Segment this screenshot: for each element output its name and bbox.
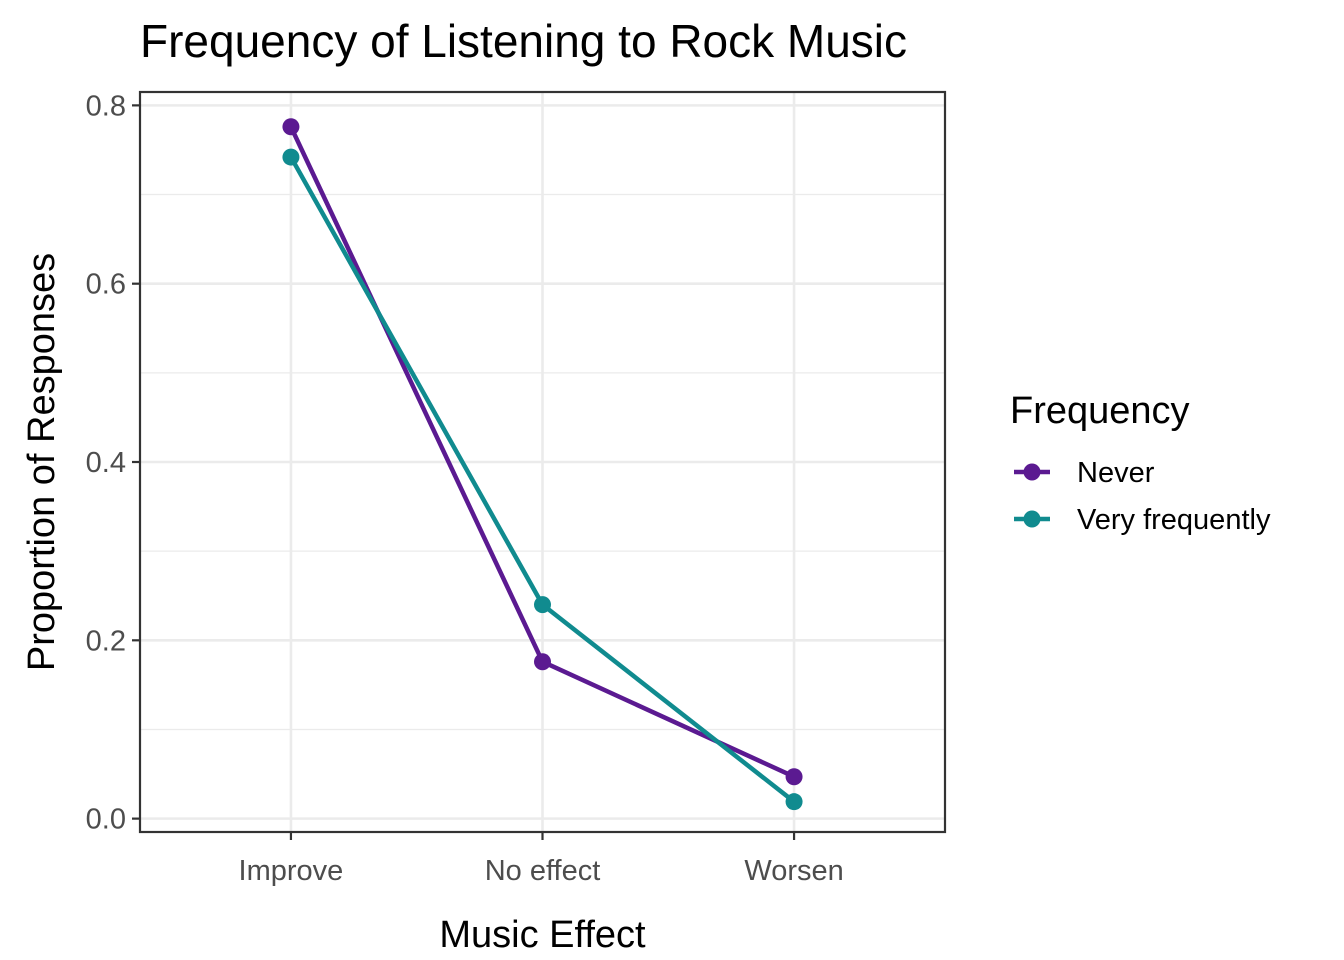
chart-title: Frequency of Listening to Rock Music: [140, 15, 908, 67]
data-point: [785, 793, 803, 811]
y-tick-label: 0.8: [86, 90, 126, 122]
data-point: [282, 148, 300, 166]
y-tick-label: 0.4: [86, 447, 126, 479]
data-point: [282, 118, 300, 136]
y-tick-label: 0.2: [86, 625, 126, 657]
x-tick-label: No effect: [485, 855, 601, 887]
y-tick-label: 0.0: [86, 804, 126, 836]
legend-title: Frequency: [1010, 390, 1190, 432]
legend-key-point: [1023, 463, 1041, 481]
series-layer: [282, 118, 803, 811]
x-tick-label: Worsen: [744, 855, 843, 887]
legend-label: Very frequently: [1077, 504, 1271, 536]
data-point: [534, 653, 551, 671]
legend: Frequency Never Very frequently: [1010, 390, 1271, 536]
x-axis-title: Music Effect: [439, 914, 646, 956]
x-tick-label: Improve: [239, 855, 344, 887]
data-point: [785, 768, 803, 786]
axes: 0.0 0.2 0.4 0.6 0.8 Improve No effect Worsen: [86, 90, 844, 887]
y-tick-label: 0.6: [86, 269, 126, 301]
legend-label: Never: [1077, 457, 1155, 489]
y-axis-title: Proportion of Responses: [21, 253, 63, 671]
grid: [140, 92, 945, 832]
legend-key-point: [1023, 510, 1041, 528]
data-point: [534, 596, 551, 614]
